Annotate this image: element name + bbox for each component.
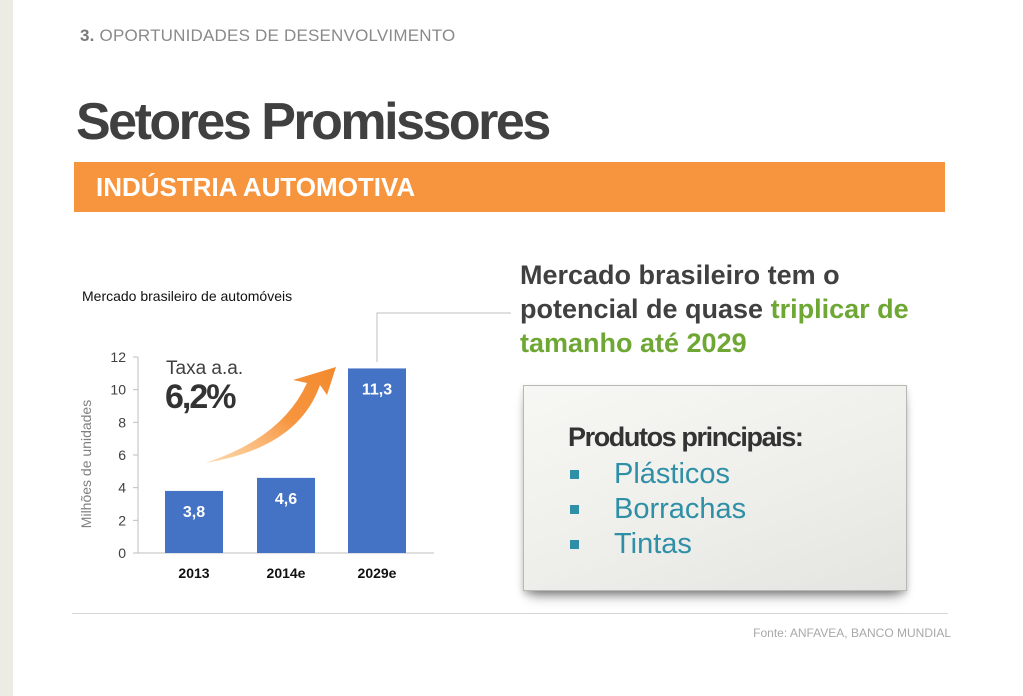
source-note: Fonte: ANFAVEA, BANCO MUNDIAL [753,626,951,640]
x-category-label: 2013 [178,565,209,581]
y-axis-label: Milhões de unidades [78,400,94,528]
x-category-label: 2014e [267,565,306,581]
product-label: Borrachas [614,493,747,525]
products-title: Produtos principais: [568,422,804,452]
square-bullet-icon [570,540,579,549]
y-tick-label: 6 [118,447,126,463]
headline-text: Mercado brasileiro tem o potencial de qu… [520,260,840,324]
sector-banner-label: INDÚSTRIA AUTOMOTIVA [96,172,416,202]
product-label: Plásticos [614,458,731,490]
page-title: Setores Promissores [76,93,551,151]
bar-2013 [165,490,223,553]
y-tick-label: 10 [110,382,126,398]
x-category-label: 2029e [358,565,397,581]
y-tick-label: 2 [118,512,126,528]
growth-rate-label: Taxa a.a. [166,358,243,379]
footer-divider [72,613,948,614]
square-bullet-icon [570,505,579,514]
section-label: 3. OPORTUNIDADES DE DESENVOLVIMENTO [80,26,455,46]
growth-arrow-icon [205,367,336,463]
bar-value-label: 3,8 [183,504,205,521]
square-bullet-icon [570,470,579,479]
headline: Mercado brasileiro tem o potencial de qu… [520,258,960,360]
y-tick-label: 0 [118,545,126,561]
headline-highlight: triplicar de tamanho até 2029 [520,294,909,358]
callout-connector [376,312,511,362]
left-accent-bar [0,0,13,696]
bar-value-label: 11,3 [362,381,392,398]
bar-2014e [257,477,315,553]
section-name: OPORTUNIDADES DE DESENVOLVIMENTO [99,26,456,45]
y-tick-label: 12 [110,349,126,365]
sector-banner: INDÚSTRIA AUTOMOTIVA [74,162,945,212]
section-number: 3. [80,26,95,45]
chart-title: Mercado brasileiro de automóveis [82,288,293,304]
bar-2029e [348,368,406,553]
y-tick-label: 8 [118,414,126,430]
product-label: Tintas [614,528,692,560]
bar-value-label: 4,6 [275,491,297,508]
products-note-card: Produtos principais: Plásticos Borrachas… [523,385,907,591]
growth-rate-value: 6,2% [165,378,236,416]
y-tick-label: 4 [118,480,126,496]
